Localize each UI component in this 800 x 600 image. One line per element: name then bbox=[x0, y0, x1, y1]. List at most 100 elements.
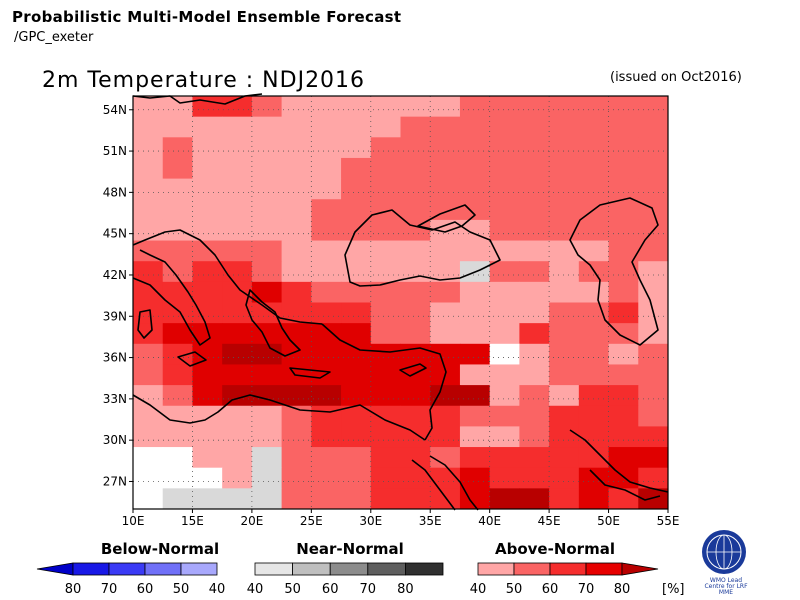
longitude-label: 35E bbox=[419, 514, 442, 528]
grid-cell bbox=[133, 488, 164, 510]
grid-cell bbox=[578, 178, 610, 200]
grid-cell bbox=[281, 447, 312, 469]
latitude-label: 33N bbox=[103, 392, 127, 406]
grid-cell bbox=[459, 447, 491, 469]
grid-cell bbox=[222, 199, 253, 221]
grid-cell bbox=[281, 467, 312, 489]
grid-cell bbox=[281, 137, 312, 159]
grid-cell bbox=[281, 116, 312, 138]
longitude-label: 25E bbox=[300, 514, 323, 528]
grid-cell bbox=[222, 426, 253, 448]
grid-cell bbox=[489, 199, 520, 221]
grid-cell bbox=[311, 178, 342, 200]
grid-cell bbox=[133, 281, 164, 303]
grid-cell bbox=[133, 96, 164, 118]
grid-cell bbox=[281, 178, 312, 200]
grid-cell bbox=[281, 261, 312, 283]
grid-cell bbox=[489, 488, 520, 510]
grid-cell bbox=[192, 137, 223, 159]
grid-cell bbox=[459, 116, 491, 138]
grid-cell bbox=[608, 385, 639, 407]
grid-cell bbox=[281, 488, 312, 510]
grid-cell bbox=[341, 467, 372, 489]
grid-cell bbox=[400, 447, 431, 469]
grid-cell bbox=[251, 199, 283, 221]
grid-cell bbox=[549, 385, 580, 407]
grid-cell bbox=[489, 426, 520, 448]
grid-cell bbox=[192, 261, 223, 283]
grid-cell bbox=[519, 302, 550, 324]
legend-above: 40 50 60 70 80 [%] bbox=[470, 562, 685, 597]
grid-cell bbox=[281, 281, 312, 303]
grid-cell bbox=[341, 405, 372, 427]
grid-cell bbox=[608, 364, 639, 386]
grid-cell bbox=[638, 364, 669, 386]
legend-swatch bbox=[329, 562, 369, 576]
grid-cell bbox=[251, 281, 283, 303]
grid-cell bbox=[608, 116, 639, 138]
grid-cell bbox=[311, 467, 342, 489]
grid-cell bbox=[519, 385, 550, 407]
grid-cell bbox=[549, 137, 580, 159]
grid-cell bbox=[222, 343, 253, 365]
grid-cell bbox=[430, 281, 461, 303]
grid-cell bbox=[222, 219, 253, 242]
grid-cell bbox=[162, 137, 193, 159]
grid-cell bbox=[638, 467, 669, 489]
grid-cell bbox=[549, 364, 580, 386]
grid-cell bbox=[489, 178, 520, 200]
grid-cell bbox=[162, 364, 193, 386]
grid-cell bbox=[519, 157, 550, 180]
grid-cell bbox=[519, 178, 550, 200]
grid-cell bbox=[341, 343, 372, 365]
legend-label: 80 bbox=[397, 582, 414, 597]
longitude-label: 55E bbox=[657, 514, 680, 528]
grid-cell bbox=[430, 178, 461, 200]
grid-cell bbox=[341, 116, 372, 138]
grid-cell bbox=[251, 240, 283, 262]
grid-cell bbox=[400, 323, 431, 345]
grid-cell bbox=[281, 343, 312, 365]
grid-cell bbox=[192, 116, 223, 138]
legend-near: 40 50 60 70 80 bbox=[247, 562, 444, 597]
grid-cell bbox=[311, 240, 342, 262]
grid-cell bbox=[489, 467, 520, 489]
grid-cell bbox=[608, 199, 639, 221]
grid-cell bbox=[519, 343, 550, 365]
grid-cell bbox=[251, 178, 283, 200]
grid-cell bbox=[638, 96, 669, 118]
grid-cell bbox=[549, 447, 580, 469]
grid-cell bbox=[430, 116, 461, 138]
longitude-label: 20E bbox=[240, 514, 263, 528]
grid-cell bbox=[638, 261, 669, 283]
grid-cell bbox=[430, 343, 461, 365]
grid-cell bbox=[370, 281, 401, 303]
grid-cell bbox=[489, 137, 520, 159]
grid-cell bbox=[370, 96, 401, 118]
grid-cell bbox=[459, 426, 491, 448]
legend-swatch bbox=[367, 562, 406, 576]
latitude-labels: 54N 51N 48N 45N 42N 39N 36N 33N 30N 27N bbox=[103, 103, 133, 488]
grid-cell bbox=[489, 323, 520, 345]
grid-cell bbox=[341, 323, 372, 345]
grid-cell bbox=[251, 261, 283, 283]
grid-cell bbox=[459, 199, 491, 221]
longitude-label: 40E bbox=[478, 514, 501, 528]
grid-cell bbox=[489, 157, 520, 180]
grid-cell bbox=[133, 467, 164, 489]
grid-cell bbox=[608, 426, 639, 448]
legend-swatch bbox=[404, 562, 444, 576]
grid-cell bbox=[133, 116, 164, 138]
grid-cell bbox=[400, 385, 431, 407]
grid-cell bbox=[519, 137, 550, 159]
grid-cell bbox=[192, 426, 223, 448]
grid-cell bbox=[251, 488, 283, 510]
grid-cell bbox=[400, 240, 431, 262]
grid-cell bbox=[370, 178, 401, 200]
grid-cell bbox=[222, 323, 253, 345]
grid-cell bbox=[192, 178, 223, 200]
grid-cell bbox=[400, 281, 431, 303]
grid-cell bbox=[549, 240, 580, 262]
grid-cell bbox=[370, 157, 401, 180]
grid-cell bbox=[133, 405, 164, 427]
